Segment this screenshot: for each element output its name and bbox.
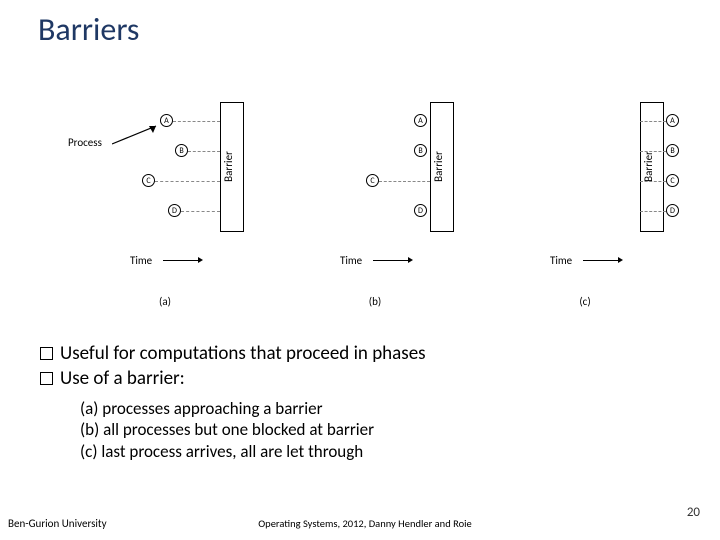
proc-b-D: D [414, 204, 427, 217]
footer-left: Ben-Gurion University [8, 517, 107, 530]
page-number: 20 [687, 505, 700, 520]
dash [640, 181, 666, 182]
time-label-b: Time [340, 254, 362, 267]
proc-a-A: A [160, 114, 173, 127]
bullet-1: Useful for computations that proceed in … [40, 342, 680, 365]
dash [640, 211, 666, 212]
bullet-2: Use of a barrier: [40, 367, 680, 390]
bullet-list: Useful for computations that proceed in … [40, 342, 680, 392]
slide-title: Barriers [38, 10, 139, 49]
barrier-a-box: Barrier [220, 102, 244, 232]
proc-a-C: C [142, 174, 155, 187]
time-arrow-b [373, 260, 408, 261]
proc-c-D: D [666, 204, 679, 217]
proc-b-C: C [366, 174, 379, 187]
dash [173, 121, 220, 122]
sub-list: (a) processes approaching a barrier (b) … [80, 398, 374, 462]
proc-a-B: B [175, 144, 188, 157]
panel-c: Barrier A B C D Time (c) [490, 100, 680, 310]
panel-a: Barrier A B C D Time (a) [70, 100, 260, 310]
proc-b-B: B [414, 144, 427, 157]
arrowhead [198, 257, 203, 263]
sub-b: (b) all processes but one blocked at bar… [80, 419, 374, 440]
arrowhead [408, 257, 413, 263]
proc-c-A: A [666, 114, 679, 127]
panel-b: Barrier A B C D Time (b) [280, 100, 470, 310]
bullet-box-icon [40, 372, 53, 385]
bullet-box-icon [40, 347, 53, 360]
time-label-a: Time [130, 254, 152, 267]
dash [640, 121, 666, 122]
proc-c-C: C [666, 174, 679, 187]
time-arrow-a [163, 260, 198, 261]
footer-center: Operating Systems, 2012, Danny Hendler a… [215, 517, 515, 530]
dash [181, 211, 220, 212]
dash [379, 181, 430, 182]
barrier-b-box: Barrier [430, 102, 454, 232]
dash [640, 151, 666, 152]
arrowhead [618, 257, 623, 263]
barrier-a-label: Barrier [222, 151, 235, 182]
panel-b-caption: (b) [280, 295, 470, 308]
barrier-b-label: Barrier [432, 151, 445, 182]
proc-a-D: D [168, 204, 181, 217]
sub-c: (c) last process arrives, all are let th… [80, 441, 374, 462]
bullet-2-text: Use of a barrier: [60, 367, 185, 390]
barrier-c-label: Barrier [642, 151, 655, 182]
panel-c-caption: (c) [490, 295, 680, 308]
dash [188, 151, 220, 152]
time-arrow-c [583, 260, 618, 261]
time-label-c: Time [550, 254, 572, 267]
barriers-diagram: Process Barrier A B C D Time (a) Barrier… [70, 100, 670, 310]
proc-b-A: A [414, 114, 427, 127]
panel-a-caption: (a) [70, 295, 260, 308]
dash [155, 181, 220, 182]
proc-c-B: B [666, 144, 679, 157]
bullet-1-text: Useful for computations that proceed in … [60, 342, 426, 365]
sub-a: (a) processes approaching a barrier [80, 398, 374, 419]
